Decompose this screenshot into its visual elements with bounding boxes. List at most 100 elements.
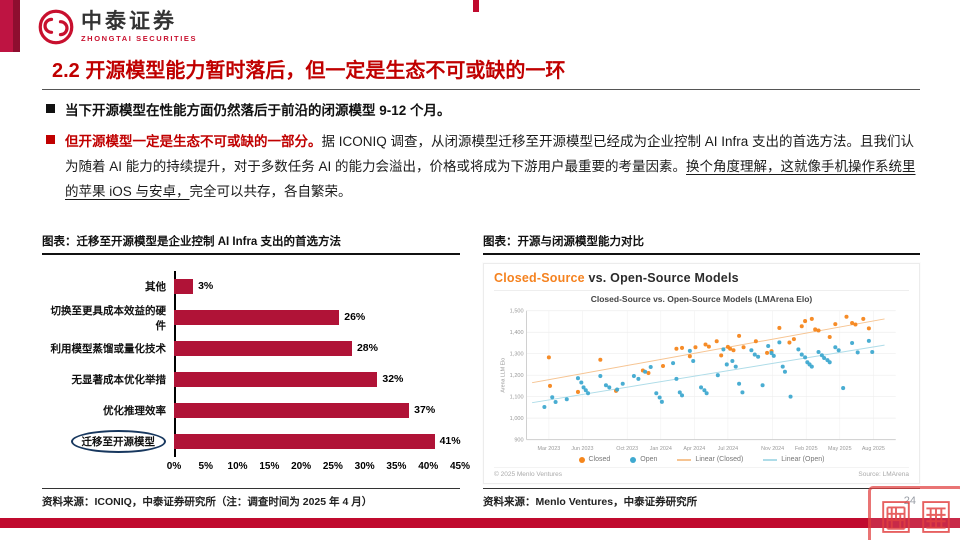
bar-category-label-highlighted: 迁移至开源模型 — [70, 430, 166, 453]
svg-text:1,500: 1,500 — [510, 309, 524, 315]
title-divider — [42, 89, 920, 90]
bar-track: 37% — [174, 403, 460, 418]
scatter-header: 图表：开源与闭源模型能力对比 — [483, 233, 920, 255]
svg-text:Jan 2024: Jan 2024 — [650, 446, 672, 452]
svg-text:900: 900 — [514, 438, 523, 444]
bar-track: 26% — [174, 310, 460, 325]
svg-text:1,300: 1,300 — [510, 352, 524, 358]
bar-row: 利用模型蒸馏或量化技术 28% — [42, 333, 460, 364]
bar-chart-header: 图表：迁移至开源模型是企业控制 AI Infra 支出的首选方法 — [42, 233, 460, 255]
bar-label-cell: 优化推理效率 — [42, 403, 174, 418]
bullet-underlined: 换个角度理解，这就像手机操作系统里的苹果 iOS 与安卓， — [65, 158, 916, 199]
stamp-glyph-icon — [922, 501, 951, 533]
bar-category-label: 切换至更具成本效益的硬件 — [50, 304, 167, 332]
bar-chart-source: 资料来源：ICONIQ，中泰证券研究所（注：调查时间为 2025 年 4 月） — [42, 488, 460, 509]
bar-label-cell: 无显著成本优化举措 — [42, 372, 174, 387]
legend-line-icon — [677, 458, 692, 461]
svg-text:May 2025: May 2025 — [828, 446, 852, 452]
bar-category-label: 优化推理效率 — [103, 405, 166, 417]
charts-row: 图表：迁移至开源模型是企业控制 AI Infra 支出的首选方法 其他 3% 切换至… — [42, 233, 920, 509]
bar-chart-xticks: 0% 5% 10% 15% 20% 25% 30% 35% 40% 45% — [167, 461, 470, 477]
x-axis-tick: 35% — [386, 461, 407, 472]
bar-row: 优化推理效率 37% — [42, 395, 460, 426]
zhongtai-logo-icon — [38, 9, 74, 45]
legend-item: Linear (Open) — [763, 456, 824, 463]
bullet-text: 但开源模型一定是生态不可或缺的一部分。据 ICONIQ 调查，从闭源模型迁移至开… — [65, 130, 922, 205]
x-axis-tick: 30% — [354, 461, 375, 472]
scatter-subtitle: Closed-Source vs. Open-Source Models (LM… — [590, 294, 813, 304]
bullet-square-icon — [46, 104, 55, 113]
legend-label: Linear (Open) — [781, 456, 825, 463]
top-red-tick — [473, 0, 479, 12]
bar-track: 41% — [174, 434, 461, 449]
svg-text:Oct 2023: Oct 2023 — [616, 446, 638, 452]
legend-line-icon — [763, 458, 778, 461]
bar-row: 迁移至开源模型 41% — [42, 426, 461, 457]
bar-label-cell: 其他 — [42, 279, 174, 294]
bar-track: 3% — [174, 279, 460, 294]
bullet-item: 当下开源模型在性能方面仍然落后于前沿的闭源模型 9-12 个月。 — [42, 97, 922, 126]
svg-text:Jul 2024: Jul 2024 — [718, 446, 738, 452]
bar-row: 切换至更具成本效益的硬件 26% — [42, 302, 460, 333]
bullet-body: 据 ICONIQ 调查，从闭源模型迁移至开源模型已经成为企业控制 AI Infr… — [65, 133, 915, 174]
bar-value-label: 32% — [382, 373, 404, 385]
bullet-text: 当下开源模型在性能方面仍然落后于前沿的闭源模型 9-12 个月。 — [65, 103, 451, 118]
legend-label: Closed — [588, 456, 611, 463]
bar — [174, 310, 340, 325]
bar — [174, 372, 378, 387]
x-axis-tick: 45% — [449, 461, 471, 472]
chart-copyright: © 2025 Menlo Ventures — [494, 471, 563, 478]
legend-label: Open — [640, 456, 658, 463]
bullet-list: 当下开源模型在性能方面仍然落后于前沿的闭源模型 9-12 个月。 但开源模型一定… — [42, 97, 922, 209]
bar-category-label: 其他 — [145, 281, 166, 293]
bar-label-cell: 利用模型蒸馏或量化技术 — [42, 341, 174, 356]
bar-chart: 其他 3% 切换至更具成本效益的硬件 26% 利用模型蒸馏或量化技术 28% 无显著成本优化… — [42, 271, 470, 477]
corner-decoration — [0, 0, 20, 52]
corner-decoration-dark — [13, 0, 20, 52]
stamp-glyph-icon — [881, 501, 910, 533]
svg-text:Nov 2024: Nov 2024 — [761, 446, 784, 452]
bullet-square-icon — [46, 134, 55, 144]
card-divider — [494, 290, 909, 291]
legend-label: Linear (Closed) — [695, 456, 744, 463]
bar-value-label: 28% — [356, 342, 378, 354]
x-axis-tick: 0% — [166, 461, 182, 472]
svg-text:Feb 2025: Feb 2025 — [795, 446, 818, 452]
bar — [174, 341, 352, 356]
legend-item: Closed — [578, 456, 611, 463]
svg-text:Arena LLM Elo: Arena LLM Elo — [500, 358, 506, 393]
bar-value-label: 37% — [414, 404, 436, 416]
svg-text:Jun 2023: Jun 2023 — [571, 446, 593, 452]
bar-row: 无显著成本优化举措 32% — [42, 364, 460, 395]
scatter-legend: Closed Open Linear (Closed) Linear (Open) — [494, 456, 909, 463]
bottom-red-bar — [0, 518, 960, 528]
card-title-orange: Closed-Source — [494, 271, 585, 285]
bar-chart-axis-line — [174, 271, 176, 457]
bullet-tail: 完全可以共存，各自繁荣。 — [189, 183, 352, 199]
page-title: 2.2 开源模型能力暂时落后，但一定是生态不可或缺的一环 — [52, 60, 566, 82]
watermark-stamp-icon — [868, 486, 960, 540]
bar-chart-rows: 其他 3% 切换至更具成本效益的硬件 26% 利用模型蒸馏或量化技术 28% 无显著成本优化… — [42, 271, 461, 457]
scatter-card-title: Closed-Source vs. Open-Source Models — [494, 271, 909, 285]
scatter-source: 资料来源：Menlo Ventures，中泰证券研究所 — [483, 488, 920, 509]
svg-text:Apr 2024: Apr 2024 — [683, 446, 705, 452]
brand-name-cn: 中泰证券 — [81, 10, 177, 34]
card-title-rest: vs. Open-Source Models — [584, 271, 739, 285]
bar-track: 28% — [174, 341, 460, 356]
legend-item: Open — [630, 456, 657, 463]
bullet-item: 但开源模型一定是生态不可或缺的一部分。据 ICONIQ 调查，从闭源模型迁移至开… — [42, 128, 922, 207]
bar-value-label: 41% — [439, 435, 461, 447]
svg-text:1,400: 1,400 — [510, 330, 524, 336]
scatter-card-footer: © 2025 Menlo Ventures Source: LMArena — [494, 467, 909, 478]
brand-logo: 中泰证券 ZHONGTAI SECURITIES — [38, 9, 197, 45]
chart-source: Source: LMArena — [858, 471, 909, 478]
brand-name-en: ZHONGTAI SECURITIES — [81, 33, 198, 43]
svg-text:Mar 2023: Mar 2023 — [538, 446, 561, 452]
bar-chart-panel: 图表：迁移至开源模型是企业控制 AI Infra 支出的首选方法 其他 3% 切换至… — [42, 233, 470, 509]
legend-dot-icon — [630, 456, 637, 463]
svg-text:1,000: 1,000 — [510, 416, 524, 422]
x-axis-tick: 20% — [291, 461, 312, 472]
svg-text:Aug 2025: Aug 2025 — [862, 446, 885, 452]
x-axis-tick: 10% — [227, 461, 248, 472]
bar-track: 32% — [174, 372, 460, 387]
